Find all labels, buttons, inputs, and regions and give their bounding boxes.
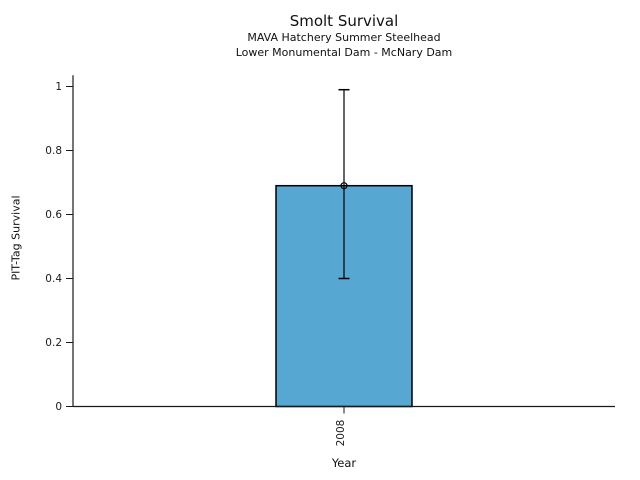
chart-subtitle-line1: MAVA Hatchery Summer Steelhead: [247, 31, 441, 44]
chart-title: Smolt Survival: [289, 12, 399, 30]
x-tick-label: 2008: [335, 420, 347, 447]
x-axis-title: Year: [331, 456, 357, 470]
y-tick-label: 1: [55, 81, 62, 93]
y-tick-label: 0.8: [45, 145, 62, 157]
y-tick-label: 0.4: [45, 273, 62, 285]
y-tick-label: 0: [55, 401, 62, 413]
y-tick-label: 0.6: [45, 209, 62, 221]
y-tick-label: 0.2: [45, 337, 62, 349]
chart-subtitle-line2: Lower Monumental Dam - McNary Dam: [235, 46, 453, 59]
data-point-marker: [340, 182, 348, 190]
y-axis-title: PIT-Tag Survival: [9, 195, 23, 281]
